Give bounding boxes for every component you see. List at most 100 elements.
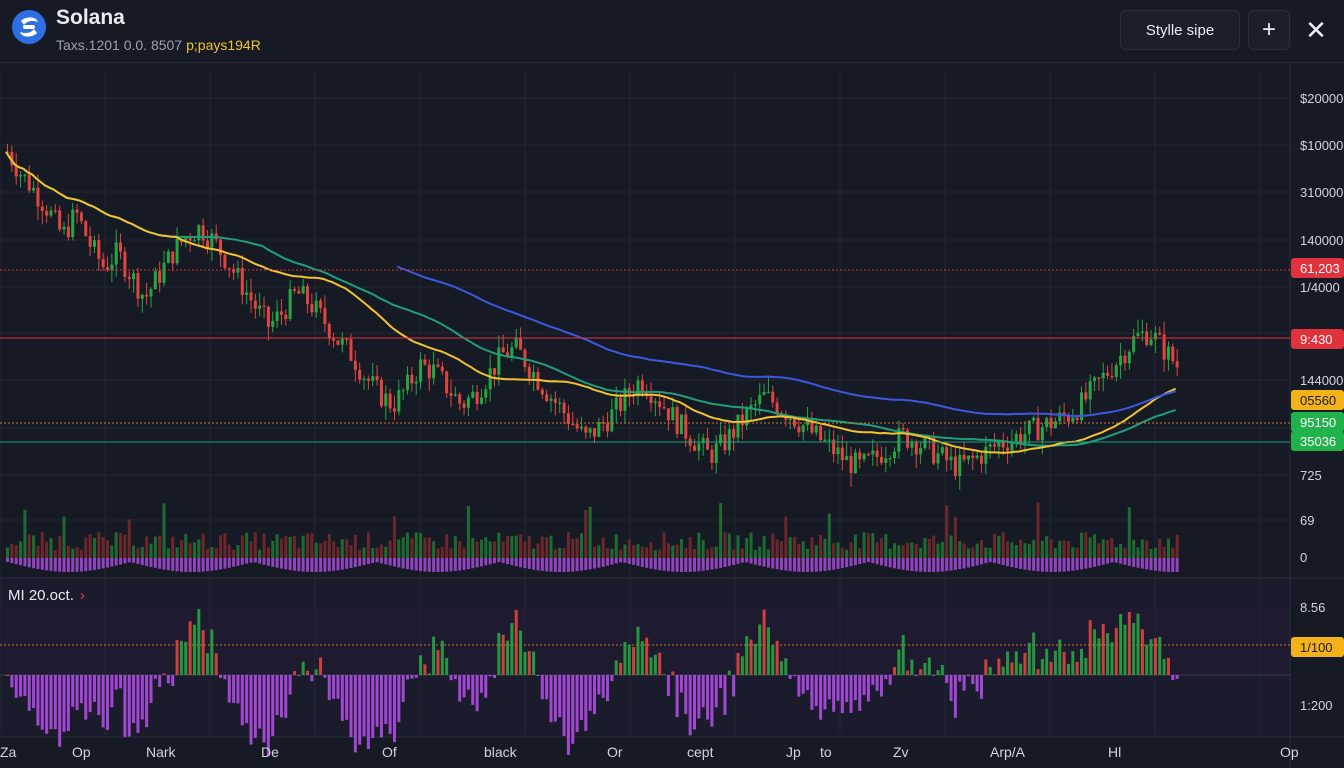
volume-negative-bar <box>697 558 701 572</box>
volume-bar <box>136 548 140 558</box>
indicator-bar <box>492 675 496 679</box>
candle <box>553 398 557 403</box>
volume-bar <box>962 543 966 558</box>
indicator-bar <box>258 675 262 729</box>
volume-negative-bar <box>601 558 605 567</box>
volume-negative-bar <box>136 558 140 564</box>
close-icon[interactable]: ✕ <box>1305 14 1327 45</box>
indicator-bar <box>245 675 249 724</box>
candle <box>210 233 214 248</box>
style-button[interactable]: Stylle sipe <box>1120 10 1240 50</box>
indicator-bar <box>1040 658 1044 675</box>
volume-bar <box>927 538 931 558</box>
candle <box>432 364 436 379</box>
indicator-bar <box>392 675 396 743</box>
time-axis-label: Or <box>607 744 623 760</box>
volume-negative-bar <box>632 558 636 565</box>
volume-bar <box>553 549 557 558</box>
volume-negative-bar <box>1093 558 1097 567</box>
volume-negative-bar <box>927 558 931 572</box>
indicator-bar <box>775 640 779 675</box>
volume-bar <box>227 544 231 558</box>
indicator-bar <box>419 655 423 675</box>
volume-negative-bar <box>236 558 240 566</box>
volume-negative-bar <box>514 558 518 567</box>
candle <box>288 288 292 319</box>
volume-negative-bar <box>149 558 153 568</box>
volume-negative-bar <box>779 558 783 571</box>
volume-negative-bar <box>706 558 710 571</box>
candle <box>701 437 705 444</box>
indicator-bar <box>979 675 983 699</box>
volume-negative-bar <box>132 558 136 563</box>
candle <box>292 288 296 291</box>
candle <box>832 439 836 455</box>
candle <box>1014 433 1018 442</box>
indicator-bar <box>732 675 736 697</box>
volume-bar <box>1032 539 1036 558</box>
candle <box>1053 421 1057 429</box>
indicator-bar <box>866 675 870 702</box>
volume-negative-bar <box>297 558 301 572</box>
volume-negative-bar <box>879 558 883 566</box>
volume-negative-bar <box>475 558 479 568</box>
volume-bar <box>901 545 905 558</box>
indicator-bar <box>923 663 927 675</box>
candle <box>262 305 266 307</box>
candle <box>662 406 666 409</box>
time-axis-label: Of <box>382 744 397 760</box>
candle <box>84 221 88 237</box>
candle <box>153 271 157 290</box>
indicator-bar <box>827 675 831 700</box>
volume-bar <box>662 532 666 558</box>
volume-negative-bar <box>1023 558 1027 570</box>
candle <box>306 286 310 305</box>
indicator-bar <box>219 675 223 679</box>
volume-bar <box>10 543 14 558</box>
candle <box>640 380 644 392</box>
volume-negative-bar <box>1153 558 1157 571</box>
volume-bar <box>684 547 688 558</box>
indicator-bar <box>1114 627 1118 675</box>
volume-negative-bar <box>897 558 901 570</box>
volume-bar <box>966 548 970 558</box>
volume-bar <box>119 532 123 558</box>
candle <box>910 442 914 448</box>
indicator-bar <box>562 675 566 737</box>
volume-bar <box>262 533 266 558</box>
volume-bar <box>975 543 979 558</box>
volume-negative-bar <box>979 558 983 565</box>
indicator-bar <box>1175 675 1179 679</box>
indicator-bar <box>40 675 44 730</box>
candle <box>1106 372 1110 376</box>
indicator-bar <box>1097 638 1101 675</box>
volume-negative-bar <box>923 558 927 572</box>
volume-negative-bar <box>640 558 644 567</box>
time-axis-label: Zv <box>893 744 909 760</box>
volume-negative-bar <box>893 558 897 569</box>
volume-bar <box>845 549 849 558</box>
indicator-bar <box>1023 653 1027 675</box>
indicator-bar <box>1014 651 1018 675</box>
volume-bar <box>810 537 814 558</box>
volume-negative-bar <box>997 558 1001 564</box>
volume-negative-bar <box>179 558 183 572</box>
candle <box>1158 332 1162 335</box>
candle <box>836 447 840 455</box>
indicator-bar <box>179 640 183 675</box>
volume-bar <box>593 546 596 558</box>
volume-negative-bar <box>353 558 357 568</box>
volume-negative-bar <box>401 558 405 569</box>
add-button[interactable]: + <box>1248 10 1290 50</box>
chevron-right-icon[interactable]: › <box>79 587 85 604</box>
volume-bar <box>1162 546 1166 558</box>
volume-negative-bar <box>371 558 375 563</box>
volume-bar <box>284 536 288 558</box>
volume-bar <box>679 539 683 558</box>
candle <box>958 454 962 477</box>
volume-negative-bar <box>466 558 470 570</box>
indicator-label[interactable]: MI 20.oct. › <box>8 587 85 604</box>
candle <box>593 428 596 437</box>
volume-bar <box>806 548 810 558</box>
